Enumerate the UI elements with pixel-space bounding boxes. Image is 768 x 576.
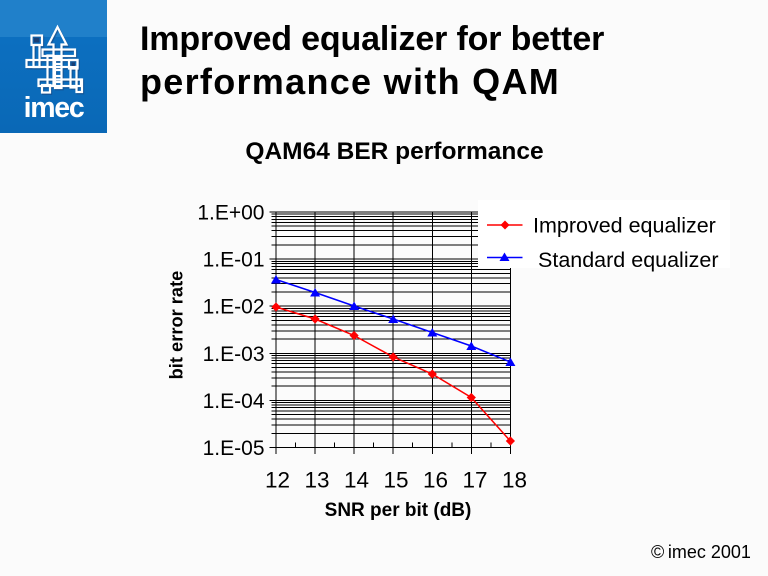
svg-text:Improved equalizer: Improved equalizer: [533, 213, 716, 237]
svg-text:1.E-03: 1.E-03: [203, 343, 265, 366]
svg-text:16: 16: [423, 467, 448, 492]
svg-text:18: 18: [502, 467, 527, 492]
svg-text:12: 12: [265, 467, 290, 492]
svg-text:17: 17: [462, 467, 487, 492]
svg-text:imec: imec: [24, 92, 85, 124]
svg-text:bit error rate: bit error rate: [166, 271, 187, 380]
svg-text:1.E-04: 1.E-04: [203, 390, 265, 413]
svg-text:14: 14: [344, 467, 369, 492]
svg-text:1.E+00: 1.E+00: [197, 202, 264, 225]
svg-text:13: 13: [304, 467, 329, 492]
svg-text:1.E-05: 1.E-05: [203, 437, 265, 460]
svg-text:1.E-01: 1.E-01: [203, 249, 265, 272]
svg-text:1.E-02: 1.E-02: [203, 296, 265, 319]
svg-text:SNR per bit (dB): SNR per bit (dB): [325, 500, 472, 521]
svg-text:15: 15: [383, 467, 408, 492]
svg-text:Standard equalizer: Standard equalizer: [538, 248, 718, 272]
